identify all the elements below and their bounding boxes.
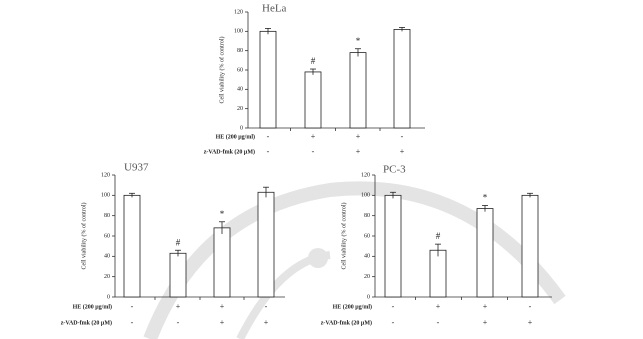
y-tick-label: 0 [367, 294, 370, 300]
y-tick-label: 20 [364, 274, 370, 280]
annotation: # [436, 231, 441, 241]
y-tick-label: 100 [234, 29, 243, 35]
condition-sign: - [131, 302, 134, 311]
y-tick-label: 20 [237, 106, 243, 112]
condition-sign: - [312, 147, 315, 156]
condition-sign: + [220, 302, 225, 311]
condition-sign: + [311, 132, 316, 141]
bar [304, 71, 322, 129]
y-axis-label: Cell viability (% of control) [80, 203, 87, 270]
bar [521, 194, 539, 298]
condition-sign: - [529, 302, 532, 311]
bar [259, 30, 277, 129]
y-tick-label: 0 [240, 125, 243, 131]
condition-label: HE (200 μg/ml) [216, 133, 255, 140]
condition-sign: - [401, 132, 404, 141]
condition-sign: - [131, 318, 134, 327]
annotation: # [311, 56, 316, 66]
y-tick-label: 60 [237, 67, 243, 73]
y-tick-label: 0 [107, 294, 110, 300]
bar [169, 252, 187, 298]
y-tick-label: 120 [234, 9, 243, 15]
bar [257, 191, 275, 298]
condition-sign: + [528, 318, 533, 327]
condition-label: z-VAD-fmk (20 μM) [204, 148, 255, 155]
condition-sign: + [176, 302, 181, 311]
condition-sign: + [400, 147, 405, 156]
y-tick-label: 100 [361, 193, 370, 199]
y-tick-label: 60 [104, 233, 110, 239]
bar [393, 28, 411, 129]
chart-title: PC-3 [383, 164, 406, 176]
condition-sign: - [267, 147, 270, 156]
bar [349, 52, 367, 129]
bar [384, 194, 402, 298]
condition-sign: + [220, 318, 225, 327]
condition-label: z-VAD-fmk (20 μM) [321, 319, 372, 326]
y-tick-label: 40 [237, 87, 243, 93]
condition-sign: + [356, 132, 361, 141]
condition-sign: - [265, 302, 268, 311]
annotation: * [483, 193, 488, 203]
watermark [143, 181, 566, 339]
bar [429, 249, 447, 298]
condition-sign: + [264, 318, 269, 327]
chart-title: HeLa [262, 3, 287, 15]
condition-sign: + [483, 302, 488, 311]
annotation: * [356, 36, 361, 46]
condition-sign: - [392, 318, 395, 327]
condition-sign: - [437, 318, 440, 327]
condition-sign: + [356, 147, 361, 156]
condition-label: z-VAD-fmk (20 μM) [61, 319, 112, 326]
condition-label: HE (200 μg/ml) [333, 303, 372, 310]
y-tick-label: 20 [104, 274, 110, 280]
bar [213, 227, 231, 298]
chart-title: U937 [124, 162, 149, 174]
y-tick-label: 80 [364, 213, 370, 219]
condition-sign: - [267, 132, 270, 141]
condition-sign: - [392, 302, 395, 311]
y-tick-label: 120 [101, 172, 110, 178]
y-axis-label: Cell viability (% of control) [340, 203, 347, 270]
y-tick-label: 100 [101, 193, 110, 199]
y-tick-label: 40 [364, 254, 370, 260]
bar [476, 208, 494, 298]
y-tick-label: 60 [364, 233, 370, 239]
condition-sign: + [483, 318, 488, 327]
y-tick-label: 120 [361, 172, 370, 178]
y-axis-label: Cell viability (% of control) [218, 37, 225, 104]
y-tick-label: 80 [104, 213, 110, 219]
bar [123, 194, 141, 298]
annotation: # [176, 237, 181, 247]
condition-label: HE (200 μg/ml) [73, 303, 112, 310]
annotation: * [220, 209, 225, 219]
y-tick-label: 80 [237, 48, 243, 54]
y-tick-label: 40 [104, 254, 110, 260]
condition-sign: - [177, 318, 180, 327]
condition-sign: + [436, 302, 441, 311]
